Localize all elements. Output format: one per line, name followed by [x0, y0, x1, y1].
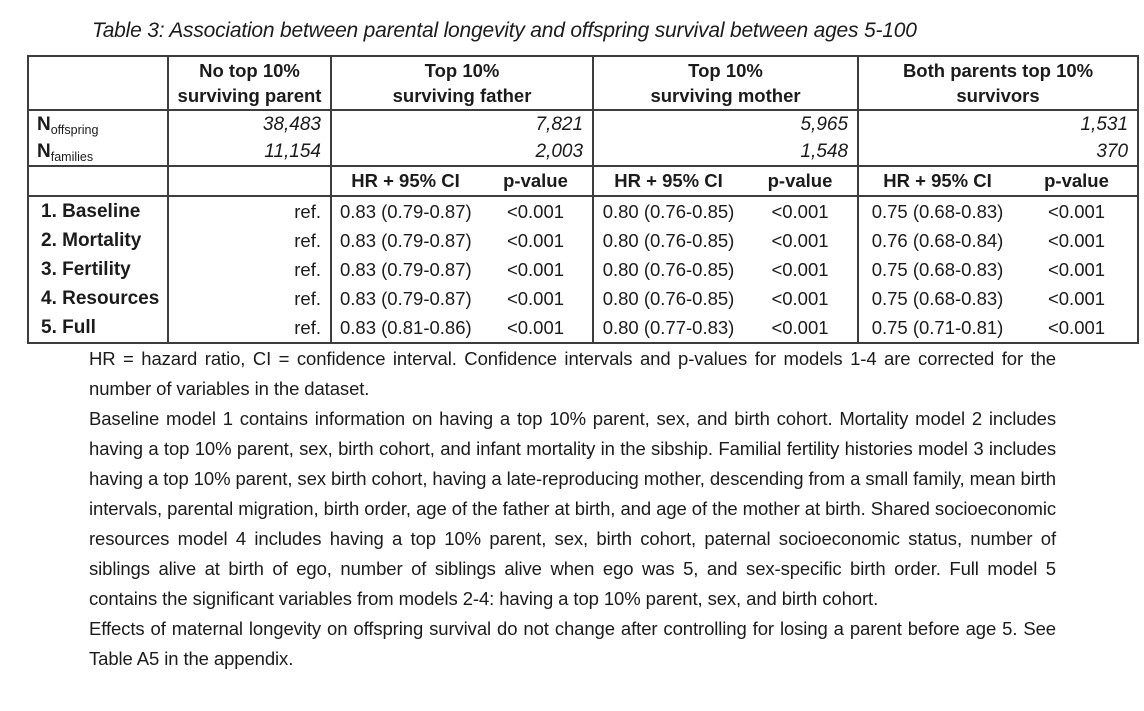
both-hr-cell: 0.75 (0.68-0.83)	[857, 284, 1017, 313]
reference-cell: ref.	[167, 255, 331, 284]
father-hr-cell: 0.83 (0.79-0.87)	[330, 226, 479, 255]
reference-cell: ref.	[167, 226, 331, 255]
mother-p-cell: <0.001	[771, 316, 829, 338]
mother-p-cell: <0.001	[771, 287, 829, 309]
note-model-descriptions: Baseline model 1 contains information on…	[89, 408, 1056, 609]
father-p-cell: <0.001	[506, 229, 565, 251]
father-p-cell: <0.001	[506, 316, 565, 338]
model-label: 3. Fertility	[41, 258, 131, 280]
mother-hr-cell: 0.80 (0.76-0.85)	[592, 226, 744, 255]
mother-hr-cell: 0.80 (0.77-0.83)	[592, 313, 744, 343]
father-hr-cell: 0.83 (0.79-0.87)	[330, 284, 479, 313]
both-p-cell: <0.001	[1047, 287, 1106, 309]
header-line: Both parents top 10%	[902, 60, 1094, 81]
n-subscript: families	[50, 149, 94, 164]
n-offspring-label: Noffspring	[28, 110, 168, 138]
results-table: No top 10% surviving parent Top 10% surv…	[27, 55, 1140, 344]
model-row-full: 5. Full ref. 0.83 (0.81-0.86) <0.001 0.8…	[28, 313, 1138, 343]
n-families-label: Nfamilies	[28, 138, 168, 167]
father-p-cell: <0.001	[506, 258, 565, 280]
n-offspring-value: 7,821	[329, 110, 594, 138]
header-empty-cell	[28, 56, 168, 111]
model-row-fertility: 3. Fertility ref. 0.83 (0.79-0.87) <0.00…	[28, 255, 1138, 284]
model-label: 2. Mortality	[41, 229, 142, 251]
header-line: surviving father	[392, 85, 532, 106]
n-offspring-value: 5,965	[592, 110, 859, 138]
subheader-p-value: p-value	[1016, 166, 1139, 197]
table-title: Table 3: Association between parental lo…	[92, 19, 917, 42]
subheader-p-value: p-value	[743, 166, 859, 197]
both-p-cell: <0.001	[1047, 258, 1106, 280]
mother-p-cell: <0.001	[771, 200, 829, 222]
model-row-baseline: 1. Baseline ref. 0.83 (0.79-0.87) <0.001…	[28, 196, 1138, 226]
both-hr-cell: 0.76 (0.68-0.84)	[857, 226, 1017, 255]
header-line: Top 10%	[688, 60, 763, 81]
n-offspring-row: Noffspring 38,483 7,821 5,965 1,531	[28, 110, 1139, 138]
subheader-empty-cell	[167, 166, 331, 197]
father-p-cell: <0.001	[506, 287, 565, 309]
header-top10-father: Top 10% surviving father	[329, 56, 594, 111]
n-families-row: Nfamilies 11,154 2,003 1,548 370	[28, 138, 1139, 167]
header-line: surviving parent	[177, 85, 322, 106]
reference-cell: ref.	[167, 313, 331, 343]
n-symbol: N	[37, 140, 51, 162]
n-offspring-value: 38,483	[167, 110, 331, 138]
subheader-hr-ci: HR + 95% CI	[592, 166, 744, 197]
n-offspring-value: 1,531	[857, 110, 1139, 138]
mother-hr-cell: 0.80 (0.76-0.85)	[592, 196, 744, 226]
n-subscript: offspring	[50, 122, 99, 137]
father-hr-cell: 0.83 (0.79-0.87)	[330, 255, 479, 284]
n-symbol: N	[37, 113, 51, 135]
subheader-p-value: p-value	[479, 166, 594, 197]
header-no-top10-parent: No top 10% surviving parent	[167, 56, 331, 111]
father-hr-cell: 0.83 (0.81-0.86)	[330, 313, 479, 343]
table-notes: HR = hazard ratio, CI = confidence inter…	[89, 344, 1056, 674]
model-row-mortality: 2. Mortality ref. 0.83 (0.79-0.87) <0.00…	[28, 226, 1138, 255]
header-line: No top 10%	[199, 60, 300, 81]
mother-hr-cell: 0.80 (0.76-0.85)	[592, 284, 744, 313]
both-p-cell: <0.001	[1047, 316, 1106, 338]
father-hr-cell: 0.83 (0.79-0.87)	[330, 196, 479, 226]
header-line: Top 10%	[424, 60, 500, 81]
n-families-value: 370	[857, 138, 1139, 167]
both-p-cell: <0.001	[1047, 200, 1106, 222]
both-hr-cell: 0.75 (0.68-0.83)	[857, 196, 1017, 226]
both-hr-cell: 0.75 (0.71-0.81)	[857, 313, 1017, 343]
subheader-empty-cell	[28, 166, 168, 197]
group-header-row: No top 10% surviving parent Top 10% surv…	[28, 56, 1139, 111]
model-label: 4. Resources	[41, 287, 160, 309]
reference-cell: ref.	[167, 284, 331, 313]
reference-cell: ref.	[167, 196, 331, 226]
header-both-parents: Both parents top 10% survivors	[857, 56, 1139, 111]
note-abbreviations: HR = hazard ratio, CI = confidence inter…	[89, 348, 1056, 399]
header-top10-mother: Top 10% surviving mother	[592, 56, 859, 111]
header-line: surviving mother	[650, 85, 801, 106]
mother-hr-cell: 0.80 (0.76-0.85)	[592, 255, 744, 284]
note-maternal-longevity: Effects of maternal longevity on offspri…	[89, 618, 1056, 669]
father-p-cell: <0.001	[506, 200, 565, 222]
header-line: survivors	[956, 85, 1040, 106]
model-label: 1. Baseline	[41, 200, 141, 222]
both-hr-cell: 0.75 (0.68-0.83)	[857, 255, 1017, 284]
subheader-row: HR + 95% CI p-value HR + 95% CI p-value …	[28, 166, 1139, 197]
n-families-value: 2,003	[329, 138, 594, 167]
n-families-value: 11,154	[167, 138, 331, 167]
mother-p-cell: <0.001	[771, 258, 829, 280]
model-label: 5. Full	[41, 316, 96, 338]
subheader-hr-ci: HR + 95% CI	[330, 166, 479, 197]
mother-p-cell: <0.001	[771, 229, 829, 251]
model-row-resources: 4. Resources ref. 0.83 (0.79-0.87) <0.00…	[28, 284, 1138, 313]
subheader-hr-ci: HR + 95% CI	[857, 166, 1017, 197]
n-families-value: 1,548	[592, 138, 859, 167]
both-p-cell: <0.001	[1047, 229, 1106, 251]
